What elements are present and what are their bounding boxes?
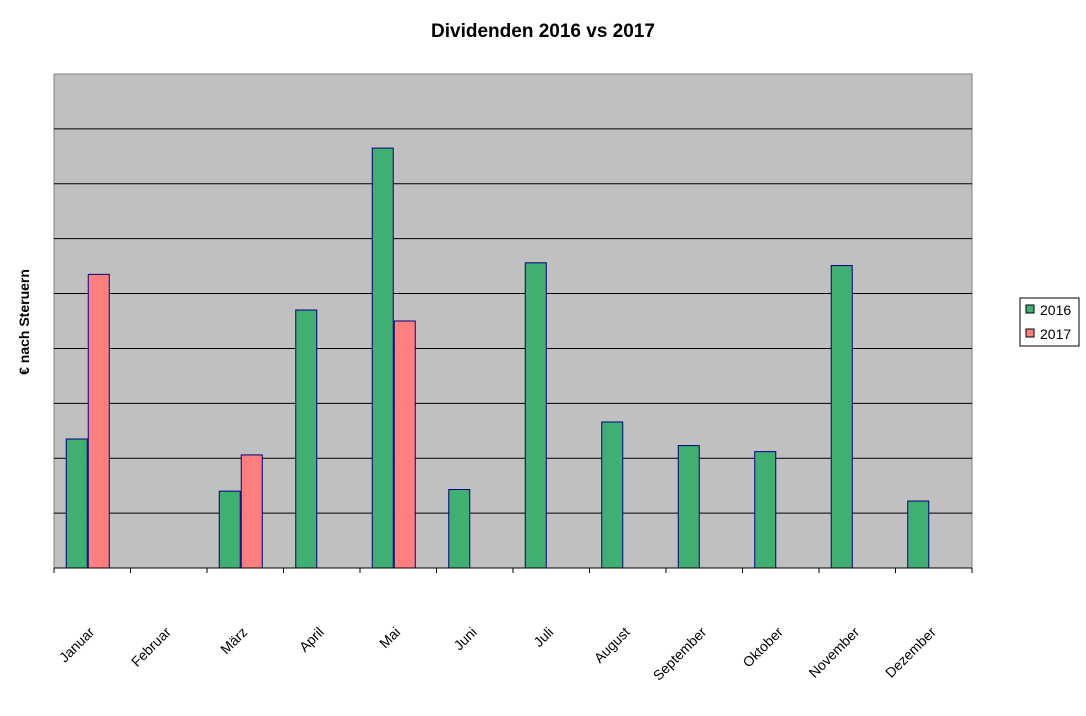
x-axis <box>53 567 973 573</box>
gridlines <box>54 128 972 514</box>
x-tick-label: Dezember <box>882 624 939 681</box>
x-tick-label: Juli <box>530 624 556 650</box>
bar-2016-Juni <box>448 489 471 569</box>
x-tick-label: Oktober <box>739 624 786 671</box>
bar-2016-Oktober <box>754 451 777 569</box>
x-tick-label: Mai <box>376 624 403 651</box>
x-tick-label: April <box>296 624 327 655</box>
x-tick-label: September <box>650 624 710 684</box>
bar-2016-März <box>218 490 241 569</box>
x-tick-label: August <box>591 624 633 666</box>
bar-2017-Januar <box>87 273 110 569</box>
x-tick-label: Februar <box>128 624 174 670</box>
bar-2017-Mai <box>393 320 416 569</box>
bar-2016-Januar <box>65 438 88 569</box>
plot-area <box>53 73 973 569</box>
legend-label-2017: 2017 <box>1040 326 1071 342</box>
legend-label-2016: 2016 <box>1040 302 1071 318</box>
bars <box>65 147 930 569</box>
legend-swatch-2016 <box>1025 304 1035 314</box>
bar-2016-August <box>601 421 624 569</box>
bar-2016-Juli <box>524 262 547 569</box>
legend-swatch-2017 <box>1025 328 1035 338</box>
x-tick-label: November <box>805 624 862 681</box>
x-tick-label: März <box>217 624 250 657</box>
bar-2016-Dezember <box>907 500 930 569</box>
bar-2016-Mai <box>371 147 394 569</box>
chart-title: Dividenden 2016 vs 2017 <box>431 21 655 42</box>
x-tick-label: Januar <box>56 624 98 666</box>
x-tick-label: Juni <box>450 624 479 653</box>
y-axis-label: € nach Steruern <box>16 269 32 375</box>
bar-2016-April <box>295 309 318 569</box>
bar-2016-November <box>830 265 853 569</box>
x-tick-labels: Januar Februar März April Mai Juni Juli August S… <box>56 624 939 684</box>
legend: 2016 2017 <box>1019 297 1080 347</box>
bar-2017-März <box>240 454 263 569</box>
bar-2016-September <box>677 445 700 569</box>
